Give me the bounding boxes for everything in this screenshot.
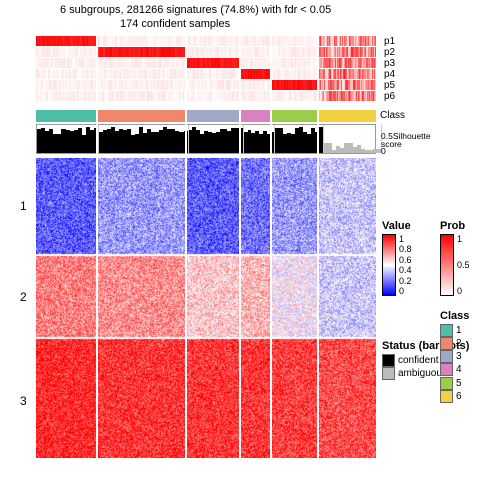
silhouette-group-1 [37,125,99,153]
class-annotation-label: Class [380,110,405,121]
legend-class: Class 123456 [440,310,469,403]
heatmap-body [36,158,376,458]
legend-class-item: 5 [440,377,469,390]
col-gap [96,36,98,458]
class-seg-1 [36,110,97,122]
heatmap-row-label-1: 1 [20,199,27,213]
legend-class-item: 2 [440,337,469,350]
legend-swatch [440,390,453,403]
legend-class-item: 3 [440,350,469,363]
prob-track-p2 [36,47,376,57]
legend-class-item: 6 [440,390,469,403]
legend-value-gradient [382,234,396,296]
prob-track-label-p6: p6 [384,91,395,102]
class-seg-5 [271,110,319,122]
legend-swatch [440,337,453,350]
figure-root: 6 subgroups, 281266 signatures (74.8%) w… [0,0,504,504]
col-gap [185,36,187,458]
heatmap-canvas [36,158,376,458]
legend-swatch [440,377,453,390]
title-line-1: 6 subgroups, 281266 signatures (74.8%) w… [60,4,331,16]
class-annotation-bar [36,110,376,122]
legend-value-ticks: 1 0.8 0.6 0.4 0.2 0 [399,234,412,296]
col-gap [270,36,272,458]
silhouette-barplot [36,124,376,154]
silhouette-group-2 [99,125,188,153]
legend-prob-title: Prob [440,220,470,232]
legend-value: Value 1 0.8 0.6 0.4 0.2 0 [382,220,412,296]
title-line-2: 174 confident samples [120,18,230,30]
class-seg-6 [318,110,376,122]
prob-track-p1 [36,36,376,46]
legend-prob-ticks: 1 0.5 0 [457,234,470,296]
class-seg-2 [97,110,185,122]
col-gap [239,36,241,458]
legend-value-title: Value [382,220,412,232]
silhouette-group-6 [324,125,383,153]
class-seg-4 [240,110,271,122]
silhouette-group-3 [189,125,244,153]
prob-track-p5 [36,80,376,90]
legend-class-item: 4 [440,363,469,376]
legend-swatch [382,354,395,367]
legend-swatch [382,367,395,380]
prob-tracks: p1p2p3p4p5p6 [36,36,376,106]
legend-swatch [440,350,453,363]
prob-track-p4 [36,69,376,79]
legend-class-item: 1 [440,324,469,337]
prob-track-p6 [36,91,376,101]
legend-prob: Prob 1 0.5 0 [440,220,470,296]
legend-prob-gradient [440,234,454,296]
heatmap-row-label-2: 2 [20,290,27,304]
prob-track-label-p5: p5 [384,80,395,91]
legend-swatch [440,324,453,337]
prob-track-label-p3: p3 [384,58,395,69]
prob-track-label-p4: p4 [384,69,395,80]
col-gap [317,36,319,458]
silhouette-label: 0.5Silhouette score0 [381,133,431,156]
heatmap-row-label-3: 3 [20,394,27,408]
prob-track-p3 [36,58,376,68]
legend-swatch [440,363,453,376]
class-seg-3 [186,110,240,122]
prob-track-label-p1: p1 [384,36,395,47]
prob-track-label-p2: p2 [384,47,395,58]
legend-class-title: Class [440,310,469,322]
